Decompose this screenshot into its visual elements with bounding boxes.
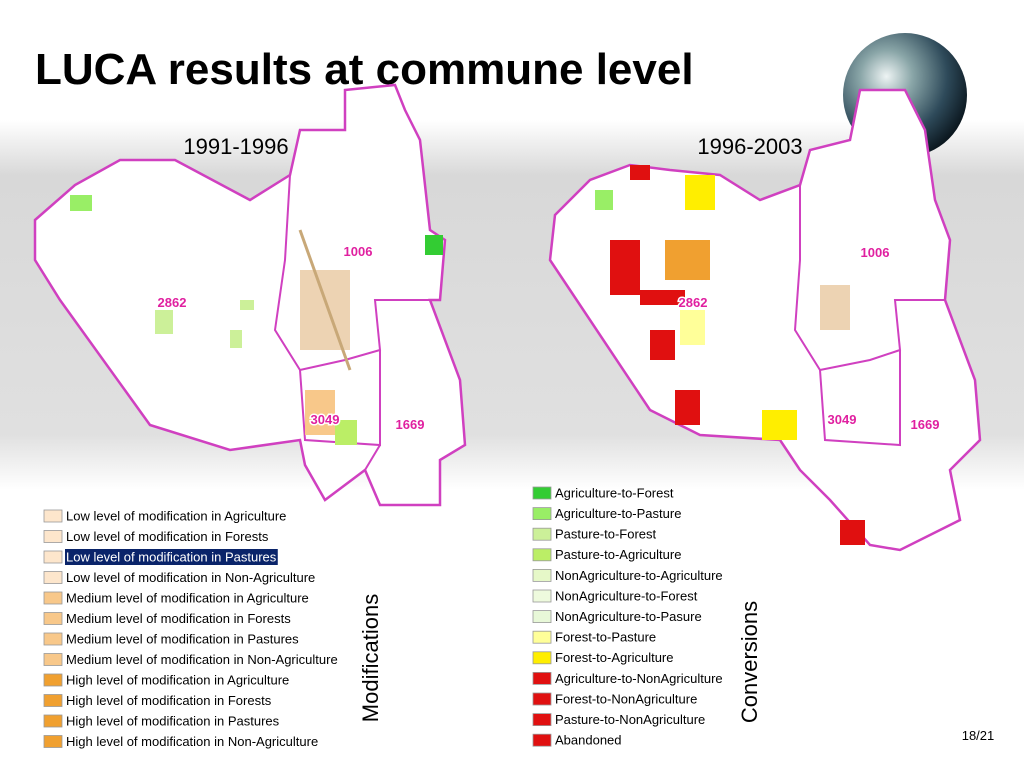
legend-swatch [43, 550, 63, 564]
legend-label: Pasture-to-Agriculture [555, 547, 681, 562]
legend-swatch [43, 530, 63, 543]
legend-label: Pasture-to-Forest [555, 527, 657, 542]
legend-title: Conversions [737, 601, 762, 723]
legend-label: Medium level of modification in Agricult… [66, 590, 309, 605]
legend-swatch [43, 735, 63, 748]
commune-label: 2862 [158, 295, 187, 310]
legend-swatch [532, 527, 552, 541]
legend-swatch [43, 571, 63, 584]
legend-label: Agriculture-to-NonAgriculture [555, 671, 723, 686]
period-label: 1996-2003 [697, 134, 802, 159]
legend-label: NonAgriculture-to-Pasure [555, 609, 702, 624]
legend-label: High level of modification in Forests [66, 693, 272, 708]
title: LUCA results at commune level [35, 45, 694, 94]
commune-label: 1669 [396, 417, 425, 432]
legend-label: NonAgriculture-to-Forest [555, 588, 698, 603]
legend-swatch [532, 589, 552, 603]
legend-swatch [43, 694, 63, 707]
map-right [548, 88, 982, 552]
legend-label: High level of modification in Pastures [66, 713, 280, 728]
legend-swatch [532, 548, 552, 562]
legend-label: Forest-to-Pasture [555, 630, 656, 645]
legend-label: Low level of modification in Non-Agricul… [66, 570, 315, 585]
legend-swatch [532, 713, 552, 726]
legend-label: Low level of modification in Forests [66, 529, 269, 544]
legend-swatch [532, 569, 552, 582]
legend-label: Low level of modification in Agriculture [66, 508, 286, 523]
legend-label: Agriculture-to-Forest [555, 485, 674, 500]
legend-label: Forest-to-Agriculture [555, 650, 673, 665]
legend-swatch [43, 612, 63, 625]
legend-swatch [43, 653, 63, 666]
legend-swatch [43, 591, 63, 605]
commune-label: 3049 [828, 412, 857, 427]
legend-label: Medium level of modification in Pastures [66, 631, 299, 646]
legend-swatch [532, 692, 552, 706]
legend-title: Modifications [358, 594, 383, 722]
legend-swatch [532, 733, 552, 747]
legend-swatch [532, 507, 552, 521]
legend-swatch [532, 672, 552, 685]
legend-swatch [43, 673, 63, 687]
legend-label: Low level of modification in Pastures [66, 549, 277, 564]
commune-label: 3049 [311, 412, 340, 427]
legend-swatch [532, 610, 552, 623]
legend-label: High level of modification in Non-Agricu… [66, 734, 318, 749]
commune-label: 1006 [861, 245, 890, 260]
legend-swatch [532, 630, 552, 644]
legend-swatch [532, 651, 552, 665]
legend-highlight [65, 549, 278, 565]
legend-label: Agriculture-to-Pasture [555, 506, 681, 521]
commune-label: 1669 [911, 417, 940, 432]
legend-swatch [43, 714, 63, 728]
legend-label: Medium level of modification in Non-Agri… [66, 652, 338, 667]
legend-swatch [43, 632, 63, 646]
commune-label: 2862 [679, 295, 708, 310]
legend-label: Forest-to-NonAgriculture [555, 691, 697, 706]
legend-label: Medium level of modification in Forests [66, 611, 291, 626]
legend-label: Abandoned [555, 733, 622, 748]
map-left [33, 83, 467, 507]
legend-swatch [43, 509, 63, 523]
page-number: 18/21 [962, 728, 995, 743]
legend-label: High level of modification in Agricultur… [66, 672, 289, 687]
legend-label: Pasture-to-NonAgriculture [555, 712, 705, 727]
legend-swatch [532, 486, 552, 500]
period-label: 1991-1996 [183, 134, 288, 159]
commune-label: 1006 [344, 244, 373, 259]
legend-label: NonAgriculture-to-Agriculture [555, 568, 723, 583]
